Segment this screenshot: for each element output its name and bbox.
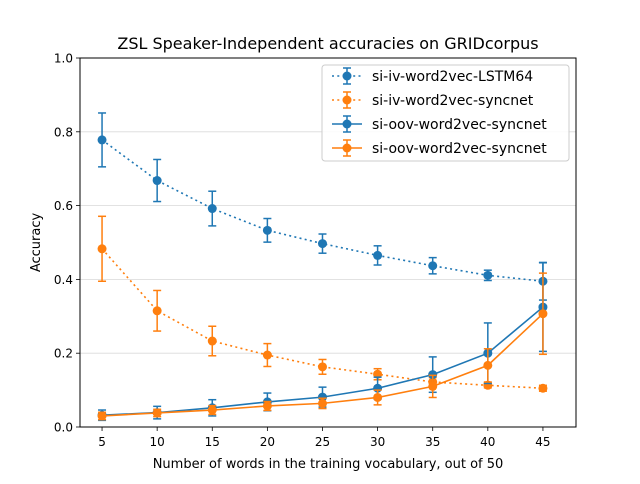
data-point <box>97 135 107 145</box>
series-layer <box>97 112 548 422</box>
data-point <box>538 383 548 393</box>
y-tick-label: 0.0 <box>54 421 73 435</box>
y-tick-label: 0.8 <box>54 125 73 139</box>
x-tick-label: 10 <box>150 435 165 449</box>
legend-label: si-oov-word2vec-syncnet <box>372 141 547 157</box>
x-axis-label: Number of words in the training vocabula… <box>153 457 504 472</box>
data-point <box>207 204 217 214</box>
data-point <box>97 411 107 421</box>
data-point <box>538 309 548 319</box>
x-tick-label: 30 <box>370 435 385 449</box>
legend: si-iv-word2vec-LSTM64 si-iv-word2vec-sync… <box>321 64 570 162</box>
data-point <box>262 225 272 235</box>
data-point <box>317 239 327 249</box>
legend-label: si-iv-word2vec-syncnet <box>372 93 534 109</box>
y-tick-label: 1.0 <box>54 52 73 66</box>
y-axis-ticks: 0.0 0.2 0.4 0.6 0.8 1.0 <box>54 52 80 435</box>
legend-label: si-iv-word2vec-LSTM64 <box>372 69 533 85</box>
y-tick-label: 0.2 <box>54 347 73 361</box>
data-point <box>317 392 327 402</box>
data-point <box>152 306 162 316</box>
plot-frame <box>79 57 577 428</box>
legend-label: si-oov-word2vec-syncnet <box>372 117 547 133</box>
data-point <box>262 350 272 360</box>
grid-layer <box>80 131 576 354</box>
legend-marker <box>342 71 352 81</box>
x-tick-label: 20 <box>260 435 275 449</box>
x-tick-label: 5 <box>98 435 106 449</box>
y-tick-label: 0.4 <box>54 273 73 287</box>
series-4 <box>97 272 548 421</box>
x-tick-label: 45 <box>535 435 550 449</box>
data-point <box>373 392 383 402</box>
legend-marker <box>342 119 352 129</box>
series-1 <box>97 112 548 301</box>
y-tick-label: 0.6 <box>54 199 73 213</box>
data-point <box>483 360 493 370</box>
x-tick-label: 15 <box>205 435 220 449</box>
x-tick-label: 40 <box>480 435 495 449</box>
data-point <box>262 401 272 411</box>
data-point <box>317 362 327 372</box>
legend-entry: si-iv-word2vec-LSTM64 <box>332 67 533 85</box>
legend-entry: si-oov-word2vec-syncnet <box>332 115 547 133</box>
data-point <box>317 398 327 408</box>
data-point <box>207 336 217 346</box>
legend-entry: si-iv-word2vec-syncnet <box>332 91 534 109</box>
x-tick-label: 35 <box>425 435 440 449</box>
data-point <box>483 270 493 280</box>
legend-box <box>321 64 570 162</box>
y-axis-label: Accuracy <box>29 213 44 273</box>
legend-marker <box>342 95 352 105</box>
data-point <box>428 261 438 271</box>
x-axis-ticks: 5 10 15 20 25 30 35 40 45 <box>98 427 551 449</box>
x-tick-label: 25 <box>315 435 330 449</box>
chart-title: ZSL Speaker-Independent accuracies on GR… <box>117 34 538 53</box>
data-point <box>97 244 107 254</box>
data-point <box>428 381 438 391</box>
data-point <box>373 250 383 260</box>
data-point <box>152 176 162 186</box>
data-point <box>152 408 162 418</box>
data-point <box>207 405 217 415</box>
series-3 <box>97 262 548 422</box>
legend-marker <box>342 143 352 153</box>
legend-entry: si-oov-word2vec-syncnet <box>332 139 547 157</box>
